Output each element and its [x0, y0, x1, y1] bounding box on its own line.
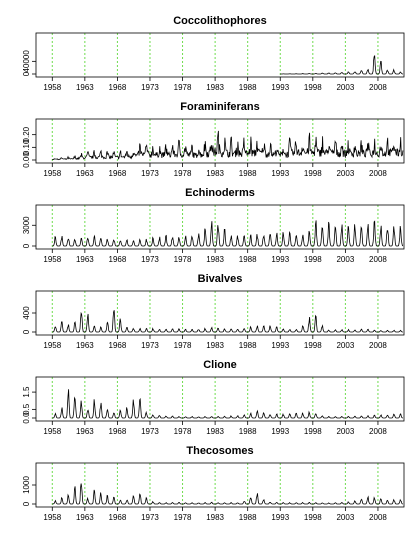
y-tick-label: 1.5: [22, 386, 31, 398]
panel-title: Coccolithophores: [173, 15, 267, 27]
y-tick-label: 40000: [22, 50, 31, 73]
x-tick-label: 1988: [239, 513, 257, 522]
plot-frame: [35, 32, 405, 78]
x-tick-label: 1988: [239, 341, 257, 350]
series-line: [280, 55, 403, 75]
x-tick-label: 1958: [43, 169, 61, 178]
x-tick-label: 1968: [109, 255, 127, 264]
panel-title: Foraminiferans: [180, 101, 259, 113]
panel-title: Thecosomes: [186, 445, 253, 457]
x-tick-label: 1963: [76, 169, 94, 178]
x-tick-label: 2008: [369, 427, 387, 436]
y-tick-label: 3000: [22, 216, 31, 234]
x-tick-label: 1988: [239, 169, 257, 178]
x-tick-label: 1993: [271, 513, 289, 522]
x-tick-label: 1973: [141, 513, 159, 522]
series-line: [52, 130, 404, 161]
x-tick-label: 1998: [304, 83, 322, 92]
x-tick-label: 1973: [141, 169, 159, 178]
x-tick-label: 1988: [239, 427, 257, 436]
x-tick-label: 1998: [304, 427, 322, 436]
x-tick-label: 1973: [141, 255, 159, 264]
x-tick-label: 1968: [109, 169, 127, 178]
plot-frame: [35, 462, 405, 508]
x-tick-label: 1958: [43, 83, 61, 92]
x-tick-label: 2003: [336, 83, 354, 92]
y-tick-label: 0: [22, 71, 31, 76]
x-tick-label: 1958: [43, 513, 61, 522]
x-tick-label: 1993: [271, 341, 289, 350]
x-tick-label: 1978: [174, 427, 192, 436]
x-tick-label: 2008: [369, 341, 387, 350]
y-tick-label: 0.5: [22, 403, 31, 415]
x-tick-label: 1968: [109, 513, 127, 522]
x-tick-label: 1958: [43, 255, 61, 264]
x-tick-label: 1993: [271, 169, 289, 178]
plot-frame: [35, 376, 405, 422]
x-tick-label: 1998: [304, 169, 322, 178]
y-tick-label: 400: [22, 306, 31, 320]
x-tick-label: 1998: [304, 255, 322, 264]
y-tick-label: 0.10: [22, 139, 31, 155]
panel-title: Bivalves: [198, 273, 243, 285]
y-tick-label: 0: [22, 329, 31, 334]
x-tick-label: 1973: [141, 427, 159, 436]
x-tick-label: 1978: [174, 341, 192, 350]
x-tick-label: 1983: [206, 169, 224, 178]
x-tick-label: 1988: [239, 83, 257, 92]
x-tick-label: 1958: [43, 427, 61, 436]
x-tick-label: 1993: [271, 83, 289, 92]
y-tick-label: 0.20: [22, 126, 31, 142]
series-line: [52, 310, 403, 333]
x-tick-label: 1978: [174, 169, 192, 178]
x-tick-label: 1968: [109, 341, 127, 350]
x-tick-label: 1968: [109, 427, 127, 436]
x-tick-label: 1973: [141, 83, 159, 92]
x-tick-label: 2008: [369, 83, 387, 92]
x-tick-label: 1998: [304, 513, 322, 522]
x-tick-label: 1988: [239, 255, 257, 264]
x-tick-label: 1963: [76, 427, 94, 436]
x-tick-label: 1983: [206, 427, 224, 436]
x-tick-label: 2003: [336, 427, 354, 436]
plot-frame: [35, 118, 405, 164]
x-tick-label: 1958: [43, 341, 61, 350]
x-tick-label: 2003: [336, 513, 354, 522]
x-tick-label: 2008: [369, 169, 387, 178]
x-tick-label: 2003: [336, 341, 354, 350]
x-tick-label: 1963: [76, 83, 94, 92]
x-tick-label: 1968: [109, 83, 127, 92]
panel-title: Echinoderms: [185, 187, 255, 199]
x-tick-label: 1998: [304, 341, 322, 350]
x-tick-label: 2003: [336, 255, 354, 264]
x-tick-label: 1993: [271, 255, 289, 264]
x-tick-label: 1993: [271, 427, 289, 436]
x-tick-label: 1963: [76, 255, 94, 264]
panel-title: Clione: [203, 359, 237, 371]
x-tick-label: 1983: [206, 513, 224, 522]
plot-frame: [35, 290, 405, 336]
x-tick-label: 1983: [206, 341, 224, 350]
x-tick-label: 1983: [206, 255, 224, 264]
series-line: [52, 220, 404, 247]
x-tick-label: 1983: [206, 83, 224, 92]
series-line: [52, 483, 403, 505]
x-tick-label: 1978: [174, 255, 192, 264]
x-tick-label: 1978: [174, 513, 192, 522]
y-tick-label: 0.0: [22, 412, 31, 424]
y-tick-label: 0: [22, 501, 31, 506]
x-tick-label: 2003: [336, 169, 354, 178]
plot-frame: [35, 204, 405, 250]
x-tick-label: 1978: [174, 83, 192, 92]
y-tick-label: 0.00: [22, 152, 31, 168]
y-tick-label: 0: [22, 243, 31, 248]
series-line: [52, 389, 403, 419]
x-tick-label: 1973: [141, 341, 159, 350]
x-tick-label: 2008: [369, 513, 387, 522]
x-tick-label: 1963: [76, 513, 94, 522]
x-tick-label: 2008: [369, 255, 387, 264]
y-tick-label: 1000: [22, 476, 31, 494]
x-tick-label: 1963: [76, 341, 94, 350]
